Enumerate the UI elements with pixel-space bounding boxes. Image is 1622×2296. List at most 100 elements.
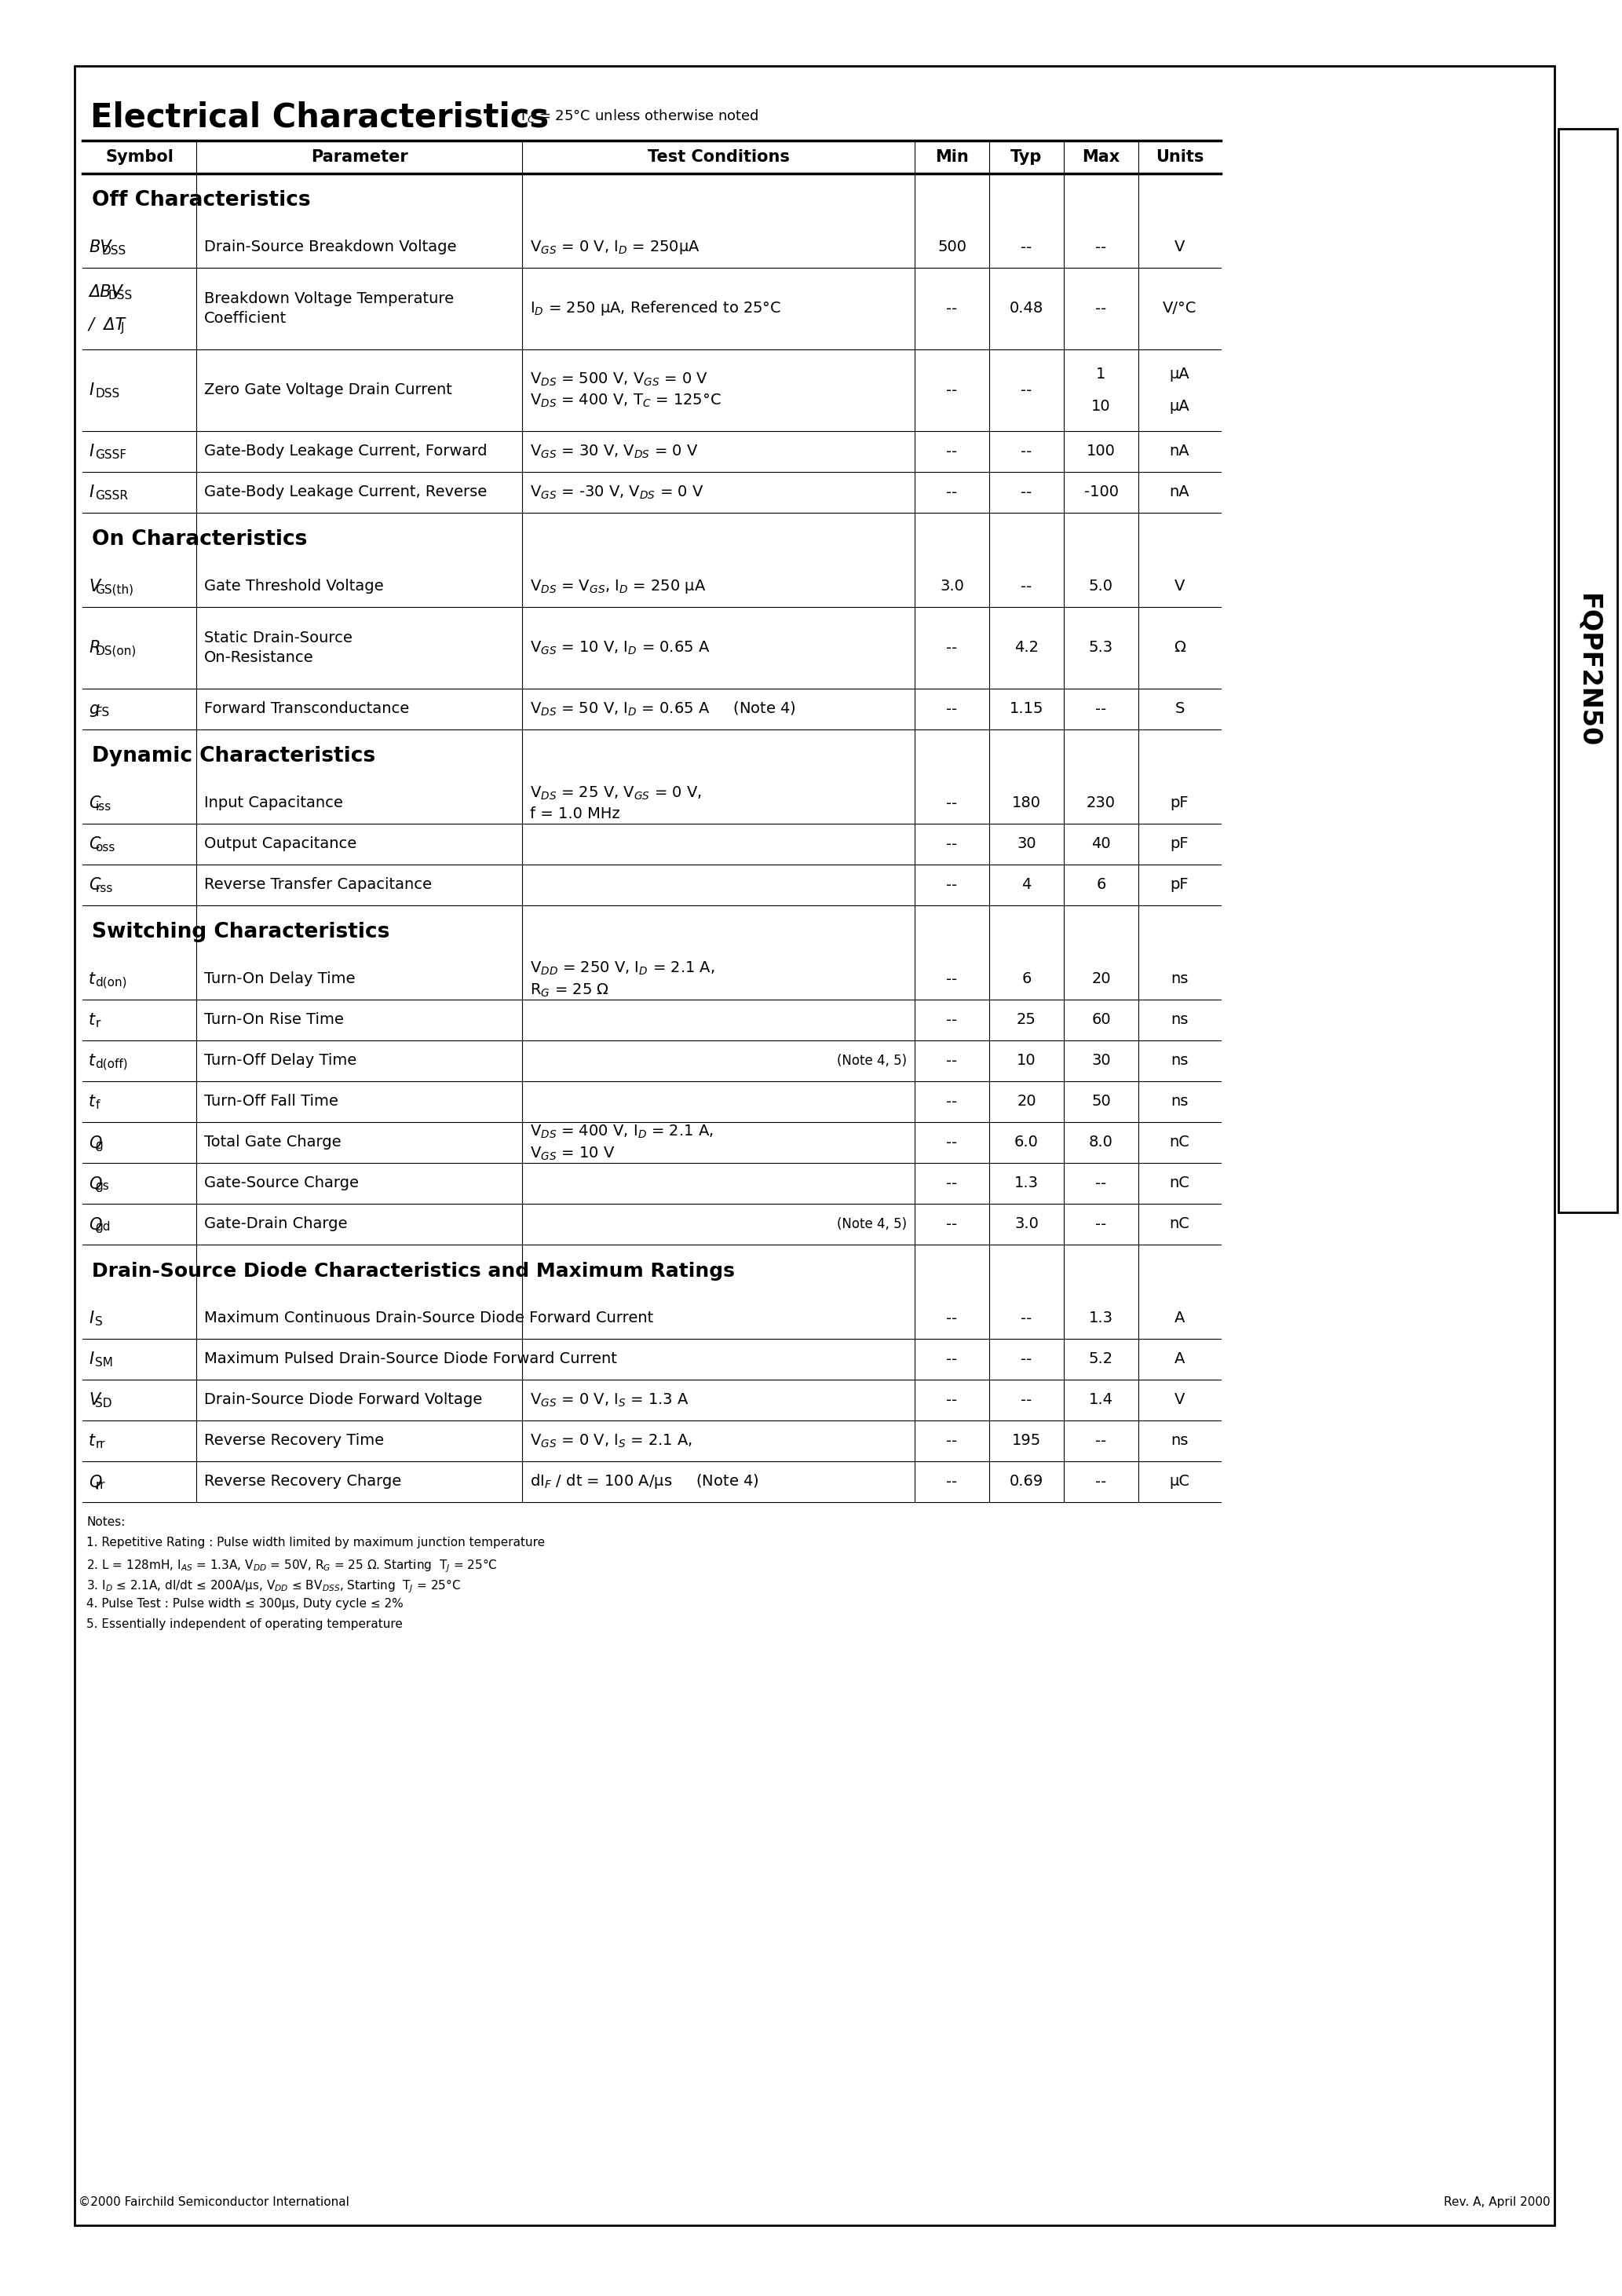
- Text: V$_{GS}$ = 30 V, V$_{DS}$ = 0 V: V$_{GS}$ = 30 V, V$_{DS}$ = 0 V: [530, 443, 699, 459]
- Text: Dynamic Characteristics: Dynamic Characteristics: [92, 746, 375, 767]
- Text: DSS: DSS: [96, 388, 120, 400]
- Text: FS: FS: [96, 707, 110, 719]
- Text: BV: BV: [89, 239, 112, 255]
- Text: Gate-Body Leakage Current, Forward: Gate-Body Leakage Current, Forward: [204, 443, 487, 459]
- Text: --: --: [946, 443, 957, 459]
- Text: Symbol: Symbol: [105, 149, 174, 165]
- Text: 25: 25: [1017, 1013, 1036, 1029]
- Text: I: I: [89, 1352, 94, 1366]
- Text: I: I: [89, 383, 94, 397]
- Text: t: t: [89, 1013, 96, 1029]
- Text: FQPF2N50: FQPF2N50: [1575, 595, 1601, 748]
- Text: Turn-On Rise Time: Turn-On Rise Time: [204, 1013, 344, 1029]
- Text: --: --: [946, 1054, 957, 1068]
- Text: Q: Q: [89, 1176, 102, 1192]
- Text: d(off): d(off): [96, 1058, 128, 1070]
- Text: --: --: [946, 836, 957, 852]
- Text: 180: 180: [1012, 797, 1041, 810]
- Text: ΔBV: ΔBV: [89, 285, 122, 301]
- Text: --: --: [946, 1095, 957, 1109]
- Text: V: V: [1174, 579, 1184, 595]
- Text: Typ: Typ: [1011, 149, 1043, 165]
- Text: 1.4: 1.4: [1088, 1394, 1113, 1407]
- Text: Ω: Ω: [1174, 641, 1186, 654]
- Text: 50: 50: [1092, 1095, 1111, 1109]
- Text: 1.3: 1.3: [1014, 1176, 1038, 1192]
- Text: Maximum Continuous Drain-Source Diode Forward Current: Maximum Continuous Drain-Source Diode Fo…: [204, 1311, 654, 1325]
- Text: 3.0: 3.0: [939, 579, 963, 595]
- Text: --: --: [1095, 703, 1106, 716]
- Text: 1.15: 1.15: [1009, 703, 1043, 716]
- Text: --: --: [946, 797, 957, 810]
- Text: f: f: [96, 1100, 99, 1111]
- Text: rr: rr: [96, 1479, 105, 1490]
- Text: 4. Pulse Test : Pulse width ≤ 300μs, Duty cycle ≤ 2%: 4. Pulse Test : Pulse width ≤ 300μs, Dut…: [86, 1598, 404, 1609]
- Text: Reverse Transfer Capacitance: Reverse Transfer Capacitance: [204, 877, 431, 893]
- Text: 4.2: 4.2: [1014, 641, 1038, 654]
- Text: GSSR: GSSR: [96, 489, 128, 501]
- Text: C: C: [89, 794, 101, 810]
- Text: DSS: DSS: [109, 289, 133, 301]
- Text: V$_{DS}$ = 25 V, V$_{GS}$ = 0 V,
f = 1.0 MHz: V$_{DS}$ = 25 V, V$_{GS}$ = 0 V, f = 1.0…: [530, 785, 702, 822]
- Text: I: I: [89, 484, 94, 501]
- Text: 1: 1: [1096, 367, 1106, 381]
- Text: Turn-Off Fall Time: Turn-Off Fall Time: [204, 1095, 339, 1109]
- Text: DS(on): DS(on): [96, 645, 136, 657]
- Text: d(on): d(on): [96, 976, 127, 987]
- Text: 0.48: 0.48: [1009, 301, 1043, 317]
- Text: nC: nC: [1169, 1217, 1191, 1231]
- Text: --: --: [1020, 1394, 1032, 1407]
- Text: J: J: [122, 321, 125, 333]
- Text: Static Drain-Source
On-Resistance: Static Drain-Source On-Resistance: [204, 631, 352, 666]
- Text: --: --: [946, 1394, 957, 1407]
- Text: DSS: DSS: [102, 246, 127, 257]
- Text: Rev. A, April 2000: Rev. A, April 2000: [1444, 2195, 1551, 2209]
- Text: --: --: [1020, 579, 1032, 595]
- Text: Breakdown Voltage Temperature
Coefficient: Breakdown Voltage Temperature Coefficien…: [204, 292, 454, 326]
- Text: V$_{DS}$ = 400 V, I$_D$ = 2.1 A,
V$_{GS}$ = 10 V: V$_{DS}$ = 400 V, I$_D$ = 2.1 A, V$_{GS}…: [530, 1123, 714, 1162]
- Text: Drain-Source Breakdown Voltage: Drain-Source Breakdown Voltage: [204, 239, 456, 255]
- Text: ns: ns: [1171, 1095, 1189, 1109]
- Text: --: --: [946, 1474, 957, 1490]
- Text: Gate-Drain Charge: Gate-Drain Charge: [204, 1217, 347, 1231]
- Text: Zero Gate Voltage Drain Current: Zero Gate Voltage Drain Current: [204, 383, 453, 397]
- Text: V: V: [89, 579, 101, 595]
- Text: V: V: [1174, 1394, 1184, 1407]
- Text: --: --: [1095, 301, 1106, 317]
- Text: 4: 4: [1022, 877, 1032, 893]
- Text: r: r: [96, 1017, 101, 1029]
- Text: 5. Essentially independent of operating temperature: 5. Essentially independent of operating …: [86, 1619, 402, 1630]
- Text: V$_{DD}$ = 250 V, I$_D$ = 2.1 A,
R$_G$ = 25 Ω: V$_{DD}$ = 250 V, I$_D$ = 2.1 A, R$_G$ =…: [530, 960, 715, 999]
- Text: 5.0: 5.0: [1088, 579, 1113, 595]
- Text: g: g: [89, 700, 99, 716]
- Text: μC: μC: [1169, 1474, 1191, 1490]
- Text: --: --: [946, 703, 957, 716]
- Text: 5.3: 5.3: [1088, 641, 1113, 654]
- Text: 3.0: 3.0: [1014, 1217, 1038, 1231]
- Text: g: g: [96, 1139, 102, 1153]
- Text: dI$_F$ / dt = 100 A/μs     (Note 4): dI$_F$ / dt = 100 A/μs (Note 4): [530, 1472, 759, 1490]
- Text: 100: 100: [1087, 443, 1116, 459]
- Text: --: --: [946, 877, 957, 893]
- Text: gs: gs: [96, 1180, 109, 1192]
- Text: V$_{GS}$ = -30 V, V$_{DS}$ = 0 V: V$_{GS}$ = -30 V, V$_{DS}$ = 0 V: [530, 484, 704, 501]
- Text: --: --: [1020, 484, 1032, 501]
- Text: pF: pF: [1171, 836, 1189, 852]
- Text: --: --: [946, 1134, 957, 1150]
- Text: --: --: [946, 1311, 957, 1325]
- Text: nC: nC: [1169, 1176, 1191, 1192]
- Text: iss: iss: [96, 801, 110, 813]
- Text: 2. L = 128mH, I$_{AS}$ = 1.3A, V$_{DD}$ = 50V, R$_G$ = 25 Ω. Starting  T$_J$ = 2: 2. L = 128mH, I$_{AS}$ = 1.3A, V$_{DD}$ …: [86, 1557, 498, 1575]
- Text: --: --: [1020, 1352, 1032, 1366]
- Text: Output Capacitance: Output Capacitance: [204, 836, 357, 852]
- Text: I: I: [89, 443, 94, 459]
- Text: Q: Q: [89, 1134, 102, 1150]
- Text: rr: rr: [96, 1437, 105, 1449]
- Text: ©2000 Fairchild Semiconductor International: ©2000 Fairchild Semiconductor Internatio…: [78, 2195, 349, 2209]
- Text: nC: nC: [1169, 1134, 1191, 1150]
- Text: Forward Transconductance: Forward Transconductance: [204, 703, 409, 716]
- Text: Drain-Source Diode Forward Voltage: Drain-Source Diode Forward Voltage: [204, 1394, 482, 1407]
- Text: 195: 195: [1012, 1433, 1041, 1449]
- Text: 60: 60: [1092, 1013, 1111, 1029]
- Text: GSSF: GSSF: [96, 448, 127, 461]
